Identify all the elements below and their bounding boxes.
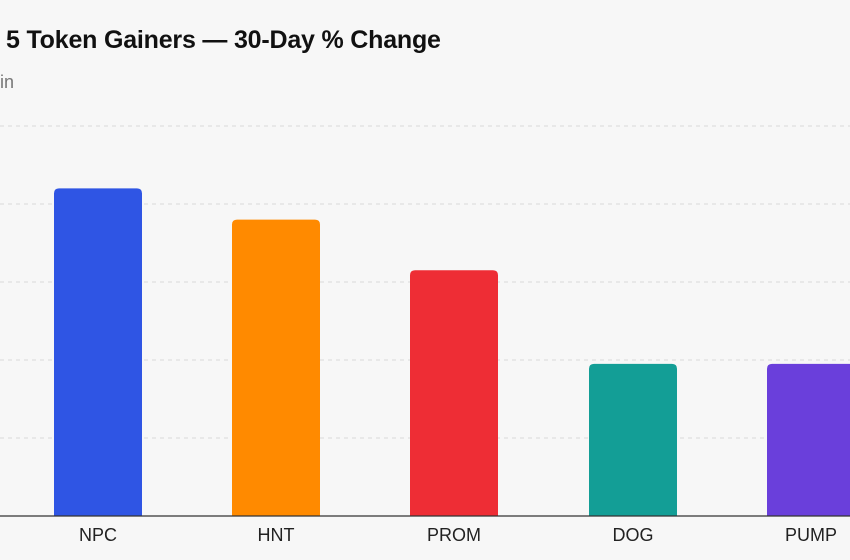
- x-tick-label: NPC: [79, 525, 117, 545]
- x-tick-labels: NPC HNT PROM DOG PUMP: [79, 525, 837, 545]
- x-tick-label: PUMP: [785, 525, 837, 545]
- bar-hnt[interactable]: [232, 219, 320, 516]
- x-tick-label: HNT: [258, 525, 295, 545]
- bar-pump[interactable]: [767, 363, 850, 516]
- x-tick-label: DOG: [612, 525, 653, 545]
- bar-npc[interactable]: [54, 188, 142, 516]
- bar-prom[interactable]: [410, 270, 498, 516]
- chart-subtitle: in: [0, 72, 15, 92]
- bar-dog[interactable]: [589, 363, 677, 516]
- x-tick-label: PROM: [427, 525, 481, 545]
- bars: [54, 188, 850, 516]
- chart-title: 5 Token Gainers — 30-Day % Change: [6, 26, 441, 54]
